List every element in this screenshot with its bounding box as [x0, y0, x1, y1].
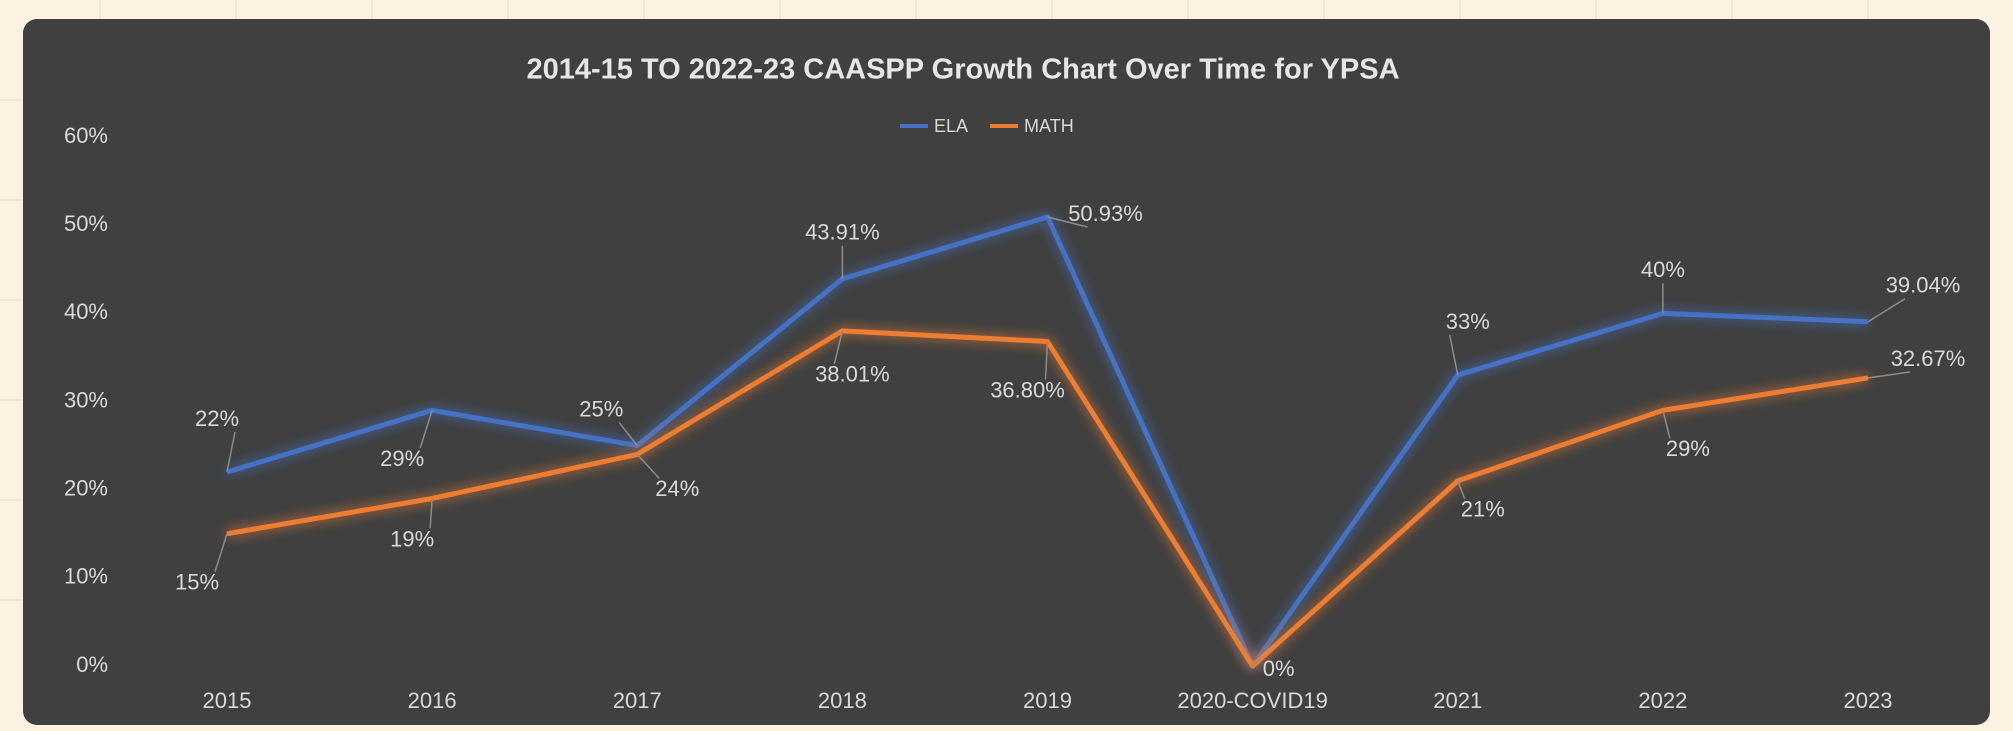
leader-line	[1044, 341, 1049, 380]
leader-line	[226, 431, 236, 473]
data-label: 50.93%	[1068, 201, 1143, 226]
data-label: 0%	[1263, 656, 1295, 681]
leader-line	[419, 410, 433, 449]
legend-label: ELA	[934, 116, 968, 136]
y-tick-label: 0%	[76, 652, 108, 677]
data-label: 22%	[195, 406, 239, 431]
x-tick-label: 2023	[1844, 688, 1893, 713]
x-tick-label: 2018	[818, 688, 867, 713]
x-tick-label: 2015	[203, 688, 252, 713]
chart-title: 2014-15 TO 2022-23 CAASPP Growth Chart O…	[526, 54, 1399, 86]
data-label: 19%	[390, 526, 434, 551]
leader-line	[1457, 480, 1466, 500]
leader-line	[833, 330, 844, 365]
leader-line	[1252, 657, 1262, 667]
data-label: 43.91%	[805, 220, 880, 245]
y-tick-label: 20%	[64, 475, 108, 500]
leader-line	[1047, 216, 1088, 228]
x-tick-label: 2021	[1433, 688, 1482, 713]
x-tick-label: 2020-COVID19	[1177, 688, 1327, 713]
y-tick-label: 60%	[64, 123, 108, 148]
leader-line	[618, 422, 638, 447]
y-tick-label: 10%	[64, 564, 108, 589]
x-tick-label: 2016	[408, 688, 457, 713]
data-label: 24%	[655, 476, 699, 501]
y-tick-label: 50%	[64, 211, 108, 236]
data-label: 40%	[1641, 257, 1685, 282]
leader-line	[214, 533, 228, 572]
series-line	[226, 214, 1869, 669]
leader-line	[1867, 298, 1906, 323]
data-label: 32.67%	[1891, 346, 1966, 371]
data-label: 29%	[1666, 436, 1710, 461]
x-tick-label: 2017	[613, 688, 662, 713]
leader-line	[429, 498, 433, 529]
sheet-grid	[0, 0, 1869, 601]
x-tick-label: 2022	[1638, 688, 1687, 713]
data-label: 36.80%	[990, 377, 1065, 402]
leader-line	[1662, 410, 1671, 439]
x-tick-label: 2019	[1023, 688, 1072, 713]
y-tick-label: 30%	[64, 387, 108, 412]
chart-area	[23, 19, 1990, 725]
data-label: 29%	[380, 446, 424, 471]
data-label: 38.01%	[815, 362, 890, 387]
data-label: 39.04%	[1886, 273, 1961, 298]
data-label: 33%	[1446, 309, 1490, 334]
data-label: 21%	[1461, 497, 1505, 522]
legend-label: MATH	[1024, 116, 1074, 136]
data-label: 15%	[175, 570, 219, 595]
data-label: 25%	[579, 396, 623, 421]
y-tick-label: 40%	[64, 299, 108, 324]
leader-line	[1449, 334, 1459, 376]
leader-line	[1867, 371, 1911, 379]
leader-line	[636, 453, 660, 479]
